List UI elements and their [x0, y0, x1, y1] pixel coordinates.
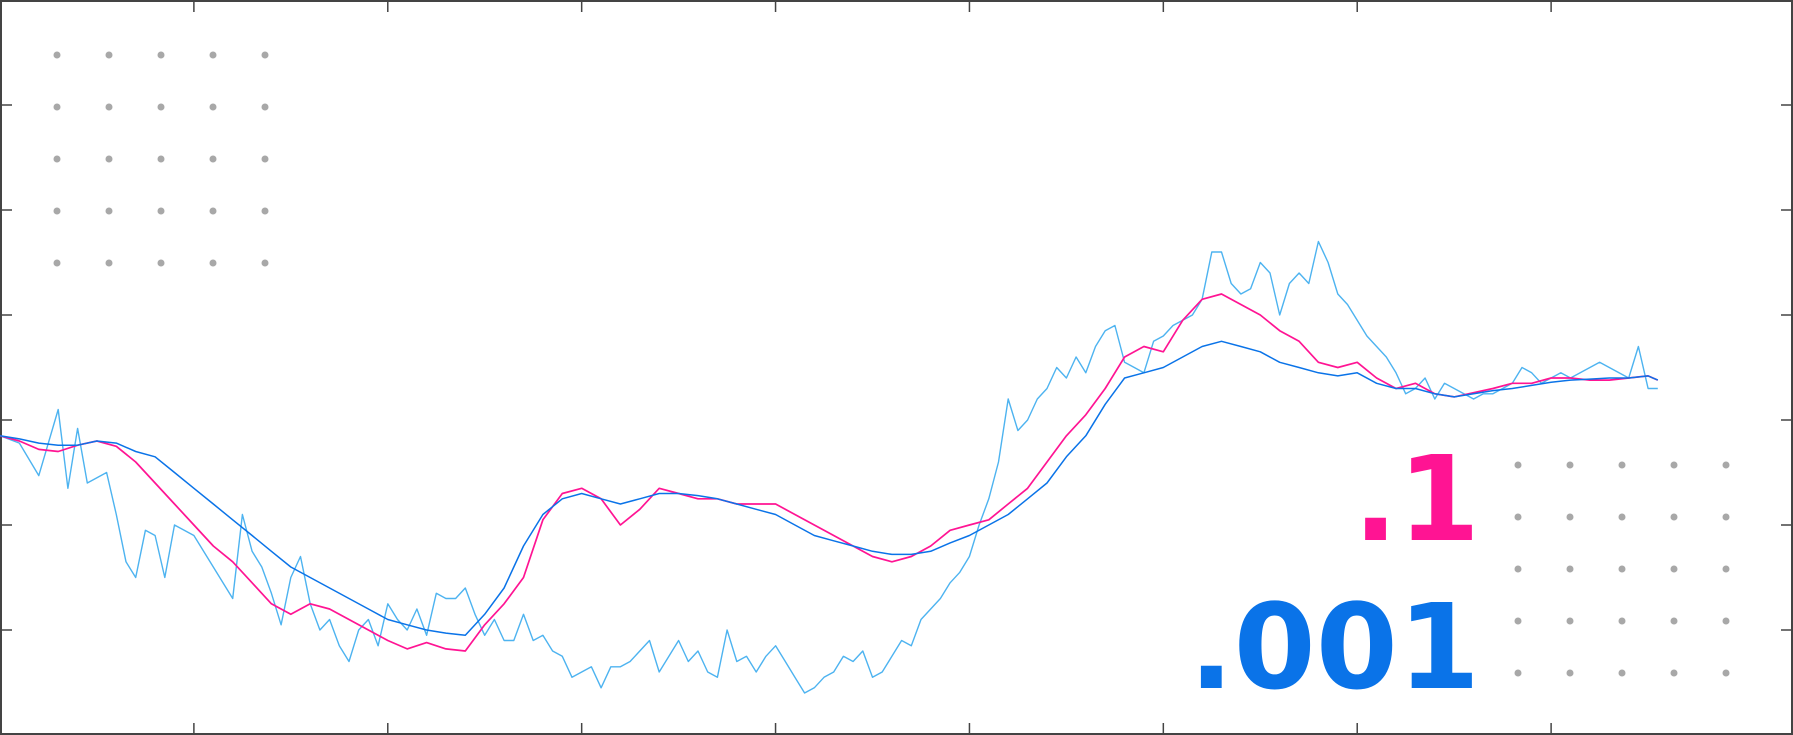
dot-grid-top-left-dot [105, 259, 113, 267]
dot-grid-bottom-right-dot [1670, 513, 1678, 521]
dot-grid-bottom-right-dot [1722, 513, 1730, 521]
dot-grid-top-left-dot [105, 103, 113, 111]
dot-grid-bottom-right-dot [1514, 565, 1522, 573]
dot-grid-bottom-right-dot [1670, 565, 1678, 573]
dot-grid-top-left-dot [53, 207, 61, 215]
dot-grid-bottom-right-dot [1618, 565, 1626, 573]
dot-grid-top-left-dot [105, 51, 113, 59]
legend-alpha-slow: .001 [1189, 578, 1480, 716]
dot-grid-top-left-dot [53, 155, 61, 163]
dot-grid-bottom-right-dot [1722, 669, 1730, 677]
dot-grid-top-left-dot [261, 51, 269, 59]
dot-grid-top-left-dot [261, 259, 269, 267]
dot-grid-top-left-dot [209, 155, 217, 163]
dot-grid-bottom-right-dot [1514, 513, 1522, 521]
dot-grid-top-left-dot [261, 155, 269, 163]
dot-grid-bottom-right-dot [1618, 617, 1626, 625]
dot-grid-bottom-right-dot [1670, 461, 1678, 469]
dot-grid-bottom-right-dot [1566, 565, 1574, 573]
dot-grid-bottom-right-dot [1514, 669, 1522, 677]
dot-grid-top-left-dot [157, 207, 165, 215]
dot-grid-bottom-right-dot [1618, 513, 1626, 521]
dot-grid-top-left-dot [261, 207, 269, 215]
dot-grid-bottom-right-dot [1618, 461, 1626, 469]
dot-grid-bottom-right-dot [1514, 617, 1522, 625]
dot-grid-bottom-right-dot [1566, 461, 1574, 469]
dot-grid-top-left-dot [157, 155, 165, 163]
series-line-ema-slow [0, 340, 1659, 637]
dot-grid-bottom-right-dot [1566, 617, 1574, 625]
dot-grid-top-left-dot [157, 259, 165, 267]
dot-grid-top-left-dot [209, 207, 217, 215]
dot-grid-bottom-right-dot [1722, 461, 1730, 469]
dot-grid-bottom-right-dot [1722, 565, 1730, 573]
dot-grid-top-left-dot [53, 259, 61, 267]
dot-grid-bottom-right-dot [1618, 669, 1626, 677]
dot-grid-top-left-dot [53, 103, 61, 111]
dot-grid-top-left-dot [157, 103, 165, 111]
dot-grid-top-left-dot [209, 259, 217, 267]
dot-grid-bottom-right-dot [1670, 617, 1678, 625]
dot-grid-top-left-dot [209, 51, 217, 59]
dot-grid-decoration [53, 51, 1730, 677]
series-line-ema-fast [0, 293, 1659, 652]
dot-grid-top-left-dot [105, 207, 113, 215]
dot-grid-top-left-dot [157, 51, 165, 59]
legend-alpha-fast: .1 [1353, 430, 1480, 568]
dot-grid-top-left-dot [261, 103, 269, 111]
dot-grid-top-left-dot [209, 103, 217, 111]
dot-grid-top-left-dot [105, 155, 113, 163]
series-line-raw [0, 240, 1658, 694]
series-group [0, 240, 1659, 694]
dot-grid-bottom-right-dot [1566, 513, 1574, 521]
dot-grid-bottom-right-dot [1722, 617, 1730, 625]
dot-grid-bottom-right-dot [1670, 669, 1678, 677]
dot-grid-top-left-dot [53, 51, 61, 59]
dot-grid-bottom-right-dot [1514, 461, 1522, 469]
dot-grid-bottom-right-dot [1566, 669, 1574, 677]
